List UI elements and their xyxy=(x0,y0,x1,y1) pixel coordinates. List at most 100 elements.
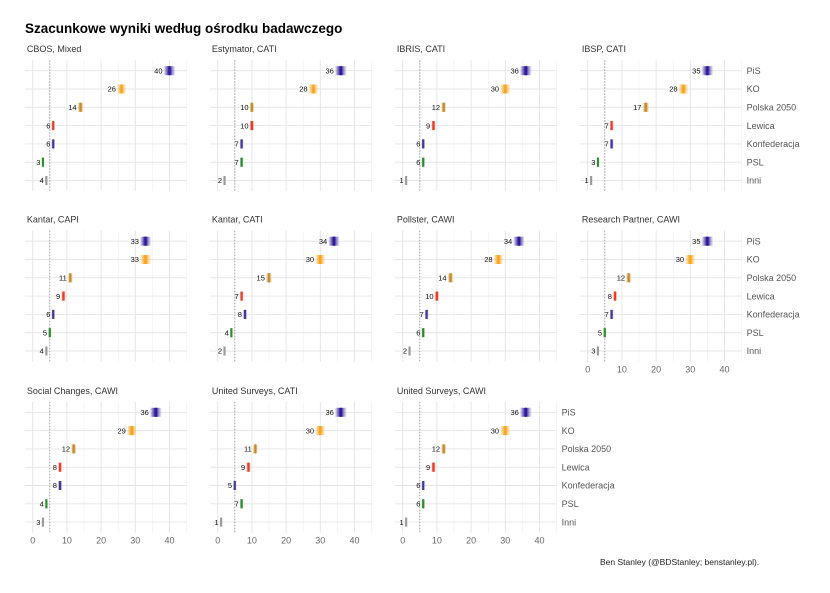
value-label: 7 xyxy=(234,292,238,301)
x-tick-label: 10 xyxy=(432,536,442,546)
y-axis-label: Lewica xyxy=(562,462,590,472)
estimate-point xyxy=(442,444,445,454)
panel-title: Estymator, CATI xyxy=(212,44,277,54)
estimate-point xyxy=(610,121,613,131)
value-label: 10 xyxy=(240,121,248,130)
value-label: 7 xyxy=(234,140,238,149)
x-tick-label: 40 xyxy=(534,536,544,546)
estimate-point xyxy=(69,273,72,283)
y-axis-label: PiS xyxy=(562,408,576,418)
x-tick-label: 10 xyxy=(247,536,257,546)
value-label: 7 xyxy=(234,500,238,509)
estimate-point xyxy=(517,236,520,246)
value-label: 9 xyxy=(426,463,430,472)
value-label: 15 xyxy=(257,274,265,283)
y-axis-label: Konfederacja xyxy=(562,481,615,491)
estimate-point xyxy=(596,157,599,167)
value-label: 12 xyxy=(432,103,440,112)
value-label: 8 xyxy=(53,463,57,472)
value-label: 4 xyxy=(225,328,229,337)
value-label: 6 xyxy=(46,140,50,149)
value-label: 36 xyxy=(510,66,518,75)
chart-title: Szacunkowe wyniki według ośrodku badawcz… xyxy=(25,21,343,36)
panel-title: IBRIS, CATI xyxy=(397,44,445,54)
estimate-point xyxy=(59,481,62,490)
y-axis-label: PSL xyxy=(562,499,579,509)
value-label: 2 xyxy=(218,347,222,356)
value-label: 26 xyxy=(108,85,116,94)
panel-title: Pollster, CAWI xyxy=(397,215,455,225)
value-label: 3 xyxy=(36,518,40,527)
estimate-point xyxy=(312,84,315,94)
y-axis-label: PiS xyxy=(747,236,761,246)
panel: IBRIS, CATI 36 30 129 6 6 1 xyxy=(394,44,557,191)
panel: Kantar, CAPI 33 33 11 96 5 4 xyxy=(24,215,187,362)
estimate-point xyxy=(144,255,147,264)
estimate-point xyxy=(250,121,253,131)
panel: Estymator, CATI 36 28 10 10 7 7 2 xyxy=(209,44,372,191)
value-label: 3 xyxy=(591,347,595,356)
x-tick-label: 40 xyxy=(164,536,174,546)
value-label: 36 xyxy=(325,408,333,417)
estimate-point xyxy=(233,481,236,490)
value-label: 12 xyxy=(617,274,625,283)
value-label: 36 xyxy=(140,408,148,417)
estimate-point xyxy=(408,346,411,356)
estimate-point xyxy=(332,236,335,246)
value-label: 35 xyxy=(692,237,700,246)
panel-title: Kantar, CATI xyxy=(212,215,263,225)
estimate-point xyxy=(52,309,55,319)
estimate-point xyxy=(120,84,123,94)
value-label: 40 xyxy=(154,66,162,75)
estimate-point xyxy=(432,121,435,131)
value-label: 7 xyxy=(234,158,238,167)
estimate-point xyxy=(240,291,243,301)
estimate-point xyxy=(644,102,647,112)
estimate-point xyxy=(220,517,223,527)
value-label: 28 xyxy=(484,255,492,264)
estimate-point xyxy=(168,66,171,76)
value-label: 4 xyxy=(40,176,44,185)
value-label: 12 xyxy=(432,445,440,454)
estimate-point xyxy=(59,462,62,472)
value-label: 5 xyxy=(228,481,232,490)
estimate-point xyxy=(603,328,606,338)
value-label: 30 xyxy=(491,85,499,94)
estimate-point xyxy=(41,517,44,527)
estimate-point xyxy=(130,426,133,436)
estimate-point xyxy=(449,273,452,283)
value-label: 36 xyxy=(510,408,518,417)
y-axis-label: Inni xyxy=(562,517,577,527)
panel-title: United Surveys, CAWI xyxy=(397,386,486,396)
value-label: 7 xyxy=(419,310,423,319)
panel: United Surveys, CAWI3630129661PiSKOPolsk… xyxy=(394,386,615,546)
value-label: 28 xyxy=(299,85,307,94)
estimate-point xyxy=(240,157,243,167)
value-label: 6 xyxy=(416,328,420,337)
x-tick-label: 20 xyxy=(651,365,661,375)
estimate-point xyxy=(497,255,500,264)
estimate-point xyxy=(72,444,75,454)
value-label: 9 xyxy=(426,121,430,130)
estimate-point xyxy=(610,139,613,149)
estimate-point xyxy=(240,139,243,149)
estimate-point xyxy=(590,176,593,185)
value-label: 30 xyxy=(306,426,314,435)
y-axis-label: KO xyxy=(562,426,575,436)
estimate-point xyxy=(627,273,630,283)
estimate-point xyxy=(422,157,425,167)
estimate-point xyxy=(596,346,599,356)
value-label: 9 xyxy=(241,463,245,472)
estimate-point xyxy=(319,255,322,264)
x-tick-label: 0 xyxy=(400,536,405,546)
estimate-point xyxy=(504,426,507,436)
value-label: 30 xyxy=(676,255,684,264)
value-label: 7 xyxy=(604,140,608,149)
value-label: 29 xyxy=(117,426,125,435)
y-axis-label: PSL xyxy=(747,328,764,338)
estimate-point xyxy=(223,346,226,356)
x-tick-label: 30 xyxy=(500,536,510,546)
x-tick-label: 10 xyxy=(62,536,72,546)
